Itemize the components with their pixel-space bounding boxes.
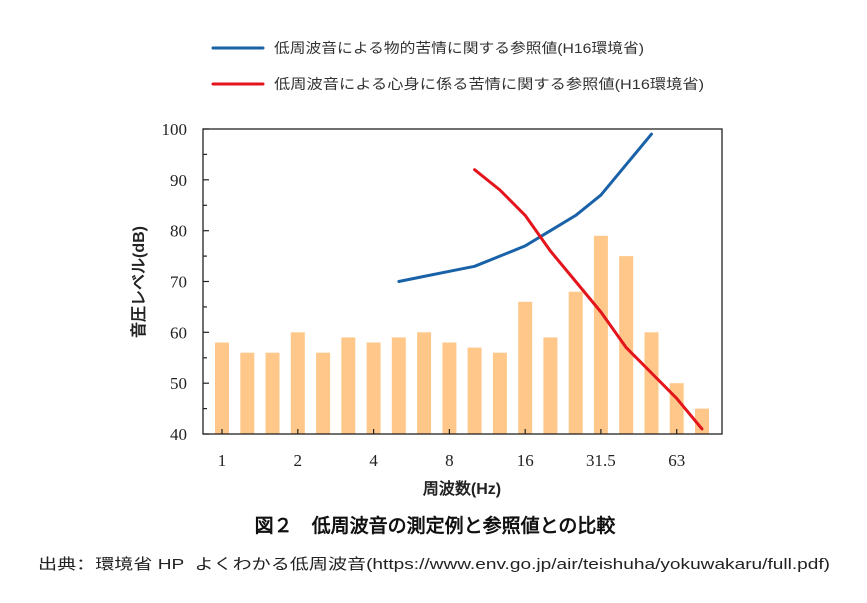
- bar-8hz: [442, 342, 457, 434]
- plot-frame: [202, 128, 723, 435]
- bar-1_25hz: [240, 352, 255, 434]
- bar-4hz: [366, 342, 381, 434]
- bar-20hz: [543, 337, 558, 434]
- bar-6_3hz: [417, 332, 432, 434]
- bar-16hz: [518, 301, 533, 434]
- x-tick-label-31_5: 31.5: [586, 451, 616, 470]
- y-tick-label-50: 50: [170, 374, 187, 393]
- figure-caption: 図２ 低周波音の測定例と参照値との比較: [255, 514, 617, 537]
- y-tick-label-40: 40: [170, 425, 187, 444]
- source-note: 出典：環境省 HP よくわかる低周波音(https://www.env.go.j…: [38, 555, 830, 573]
- y-tick-label-100: 100: [162, 120, 188, 139]
- legend-label-mental-physical-complaint: 低周波音による心身に係る苦情に関する参照値(H16環境省): [274, 76, 704, 92]
- x-tick-label-16: 16: [517, 451, 534, 470]
- bar-2_5hz: [316, 352, 331, 434]
- y-tick-label-90: 90: [170, 171, 187, 190]
- y-tick-label-80: 80: [170, 222, 187, 241]
- bar-50hz: [644, 332, 659, 434]
- x-tick-label-2: 2: [294, 451, 303, 470]
- bar-25hz: [568, 291, 583, 434]
- y-tick-label-60: 60: [170, 323, 187, 342]
- x-tick-label-63: 63: [668, 451, 685, 470]
- bar-1hz: [215, 342, 229, 434]
- x-tick-label-4: 4: [369, 451, 378, 470]
- legend-label-physical-complaint: 低周波音による物的苦情に関する参照値(H16環境省): [274, 40, 644, 56]
- y-tick-label-70: 70: [170, 273, 187, 292]
- bar-31_5hz: [593, 235, 608, 435]
- bar-3_15hz: [341, 337, 356, 434]
- reference-line-physical-complaint: [397, 132, 653, 283]
- bar-1_6hz: [265, 352, 280, 434]
- bar-2hz: [290, 332, 305, 434]
- bar-12_5hz: [492, 352, 507, 434]
- bar-10hz: [467, 347, 482, 434]
- bar-63hz: [669, 383, 684, 434]
- bar-5hz: [391, 337, 406, 434]
- x-axis-title: 周波数(Hz): [423, 479, 501, 498]
- x-tick-label-8: 8: [445, 451, 454, 470]
- x-tick-label-1: 1: [218, 451, 227, 470]
- plot-area: 40 50 60 70 80 90 100 1 2 4 8 16 31.5 63: [162, 120, 723, 470]
- reference-line-mental-physical-complaint: [473, 168, 704, 431]
- legend: 低周波音による物的苦情に関する参照値(H16環境省) 低周波音による心身に係る苦…: [211, 40, 704, 92]
- bar-80hz: [695, 408, 709, 434]
- y-axis-title: 音圧レベル(dB): [129, 226, 148, 338]
